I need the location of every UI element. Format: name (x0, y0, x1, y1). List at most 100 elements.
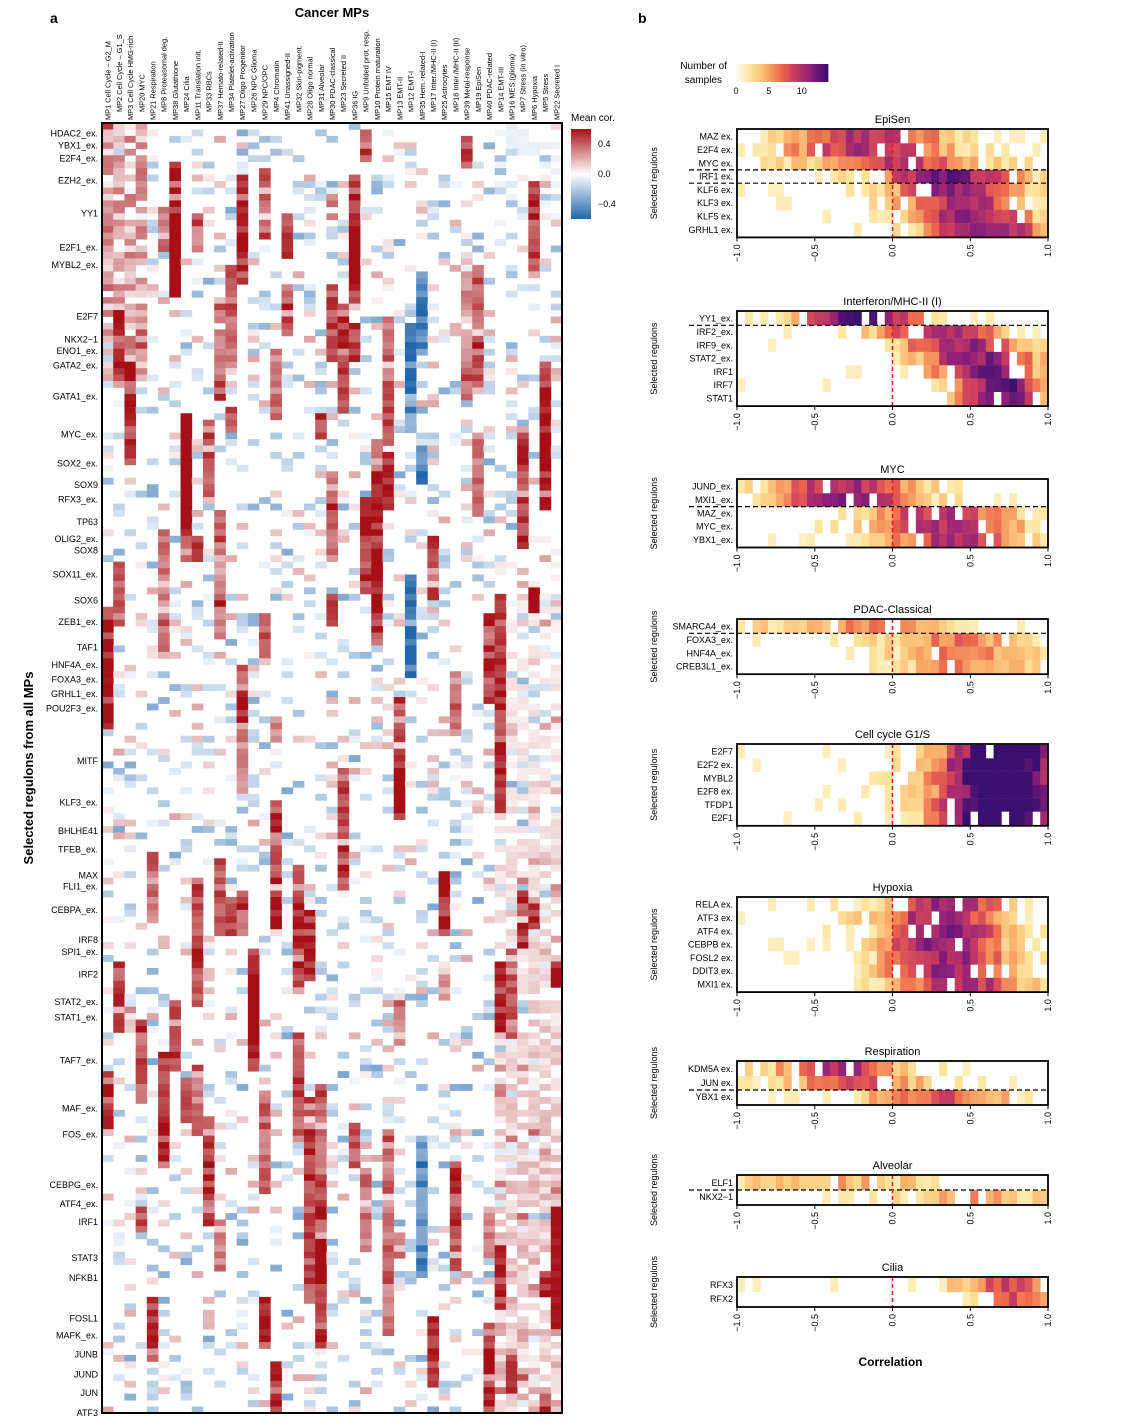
histogram-cell (845, 365, 854, 379)
histogram-cell (1016, 745, 1025, 759)
heatmap-cell (438, 903, 451, 911)
heatmap-cell (550, 845, 563, 853)
heatmap-cell (348, 1148, 361, 1156)
heatmap-cell (360, 555, 372, 562)
heatmap-cell (102, 1006, 114, 1014)
heatmap-cell (102, 858, 114, 866)
histogram-cell (884, 143, 893, 157)
heatmap-cell (517, 381, 529, 388)
heatmap-cell (371, 174, 383, 182)
heatmap-cell (505, 961, 518, 969)
histogram-cell (853, 156, 862, 171)
heatmap-cell (461, 1271, 473, 1278)
panel-title: Respiration (865, 1046, 921, 1058)
heatmap-cell (270, 890, 282, 898)
histogram-cell (946, 911, 955, 925)
heatmap-cell (461, 335, 473, 343)
heatmap-cell (505, 793, 518, 801)
histogram-cell (799, 130, 808, 144)
heatmap-cell (494, 909, 507, 917)
heatmap-cell (225, 838, 238, 846)
heatmap-cell (550, 1167, 563, 1175)
heatmap-cell (517, 1006, 529, 1014)
histogram-cell (861, 784, 870, 799)
histogram-cell (775, 1176, 784, 1191)
heatmap-cell (483, 426, 496, 433)
heatmap-cell (449, 1271, 462, 1278)
heatmap-cell (539, 393, 552, 401)
histogram-cell (993, 633, 1002, 647)
histogram-cell (915, 633, 924, 647)
heatmap-cell (180, 497, 193, 504)
heatmap-cell (539, 1064, 552, 1072)
histogram-cell (985, 659, 994, 674)
heatmap-cell (472, 361, 484, 369)
heatmap-cell (528, 200, 540, 208)
heatmap-cell (371, 626, 383, 633)
heatmap-cell (348, 174, 361, 182)
histogram-cell (892, 633, 901, 647)
heatmap-cell (102, 168, 114, 175)
histogram-cell (799, 1176, 808, 1191)
heatmap-cell (225, 1077, 238, 1085)
histogram-cell (939, 143, 948, 157)
histogram-cell (845, 646, 854, 661)
histogram-cell (900, 937, 909, 952)
heatmap-cell (158, 593, 170, 601)
histogram-cell (822, 620, 831, 634)
heatmap-cell (461, 239, 473, 246)
histogram-cell (908, 533, 917, 547)
heatmap-cell (303, 381, 316, 388)
histogram-cell (946, 1278, 955, 1293)
histogram-cell (876, 325, 886, 339)
heatmap-cell (360, 1296, 372, 1304)
heatmap-cell (517, 780, 529, 788)
heatmap-cell (124, 258, 137, 266)
heatmap-cell (292, 1058, 305, 1066)
heatmap-cell (539, 742, 552, 750)
heatmap-cell (135, 832, 148, 840)
heatmap-cell (483, 1232, 496, 1240)
heatmap-cell (505, 703, 518, 711)
heatmap-cell (494, 1064, 507, 1072)
heatmap-cell (236, 213, 249, 221)
heatmap-cell (225, 239, 238, 246)
heatmap-cell (528, 1251, 540, 1259)
heatmap-cell (528, 1084, 540, 1091)
heatmap-cell (371, 484, 383, 492)
histogram-cell (900, 811, 909, 825)
histogram-cell (962, 633, 971, 647)
histogram-cell (993, 378, 1002, 392)
heatmap-cell (315, 193, 327, 201)
heatmap-cell (303, 297, 316, 304)
histogram-cell (1024, 924, 1033, 939)
heatmap-cell (158, 1084, 170, 1091)
histogram-cell (962, 196, 971, 210)
heatmap-cell (382, 555, 395, 562)
heatmap-cell (315, 1148, 327, 1156)
heatmap-cell (449, 1155, 462, 1162)
heatmap-cell (505, 780, 518, 788)
heatmap-cell (158, 671, 170, 679)
heatmap-cell (371, 181, 383, 188)
heatmap-cell (382, 1219, 395, 1227)
heatmap-cell (449, 1174, 462, 1182)
histogram-cell (985, 209, 994, 224)
heatmap-cell (494, 1026, 507, 1033)
heatmap-cell (393, 1232, 406, 1240)
heatmap-cell (528, 1387, 540, 1395)
heatmap-cell (528, 1058, 540, 1066)
heatmap-cell (270, 1161, 282, 1169)
histogram-cell (978, 351, 987, 366)
heatmap-cell (404, 587, 417, 595)
heatmap-cell (348, 1258, 361, 1266)
heatmap-cell (158, 226, 170, 234)
heatmap-cell (517, 148, 529, 156)
heatmap-cell (259, 1103, 271, 1111)
heatmap-cell (169, 264, 181, 272)
heatmap-cell (135, 174, 148, 182)
histogram-cell (884, 519, 893, 534)
heatmap-cell (303, 529, 316, 537)
heatmap-cell (202, 1180, 215, 1188)
legend-colorbar-segment (752, 64, 755, 82)
